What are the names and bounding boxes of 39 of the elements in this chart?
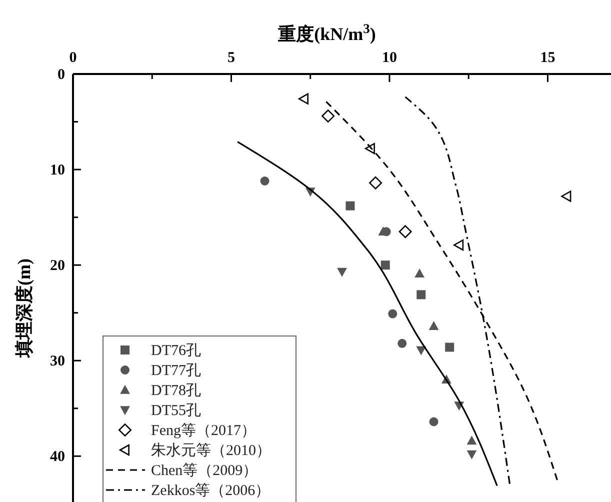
point xyxy=(398,225,412,238)
point xyxy=(561,190,572,202)
y-tick-label: 40 xyxy=(50,449,65,466)
point xyxy=(398,338,407,348)
line-series xyxy=(325,100,558,481)
y-axis-title: 填埋深度(m) xyxy=(14,258,34,358)
x-axis-title: 重度(kN/m$^{3}$) xyxy=(277,20,376,44)
point xyxy=(388,309,398,318)
x-tick-label: 10 xyxy=(382,50,397,66)
point xyxy=(466,436,477,445)
point xyxy=(416,290,426,300)
point xyxy=(428,321,439,330)
legend-label: 朱水元等（2010） xyxy=(151,442,271,459)
legend-label: DT55孔 xyxy=(151,403,201,419)
legend-label: Zekkos等（2006） xyxy=(151,482,270,499)
y-tick-label: 10 xyxy=(50,162,65,179)
legend-label: DT78孔 xyxy=(151,383,201,399)
point xyxy=(380,260,390,270)
x-tick-label: 5 xyxy=(227,50,235,66)
x-tick-label: 0 xyxy=(69,50,77,66)
legend-label: Feng等（2017） xyxy=(151,422,256,439)
point xyxy=(414,268,424,278)
point xyxy=(369,176,382,190)
point xyxy=(453,239,464,251)
y-tick-label: 20 xyxy=(50,258,65,274)
y-tick-label: 0 xyxy=(58,67,65,83)
legend-label: Chen等（2009） xyxy=(151,462,258,479)
point xyxy=(260,176,270,186)
legend-label: DT77孔 xyxy=(151,363,201,379)
point xyxy=(322,110,335,123)
point xyxy=(337,268,347,277)
point xyxy=(298,93,308,104)
legend-label: DT76孔 xyxy=(151,343,201,359)
x-tick-label: 15 xyxy=(540,50,556,66)
point xyxy=(429,417,438,426)
point xyxy=(445,342,454,352)
point xyxy=(346,201,355,210)
point xyxy=(466,450,477,460)
y-tick-label: 30 xyxy=(50,354,65,370)
